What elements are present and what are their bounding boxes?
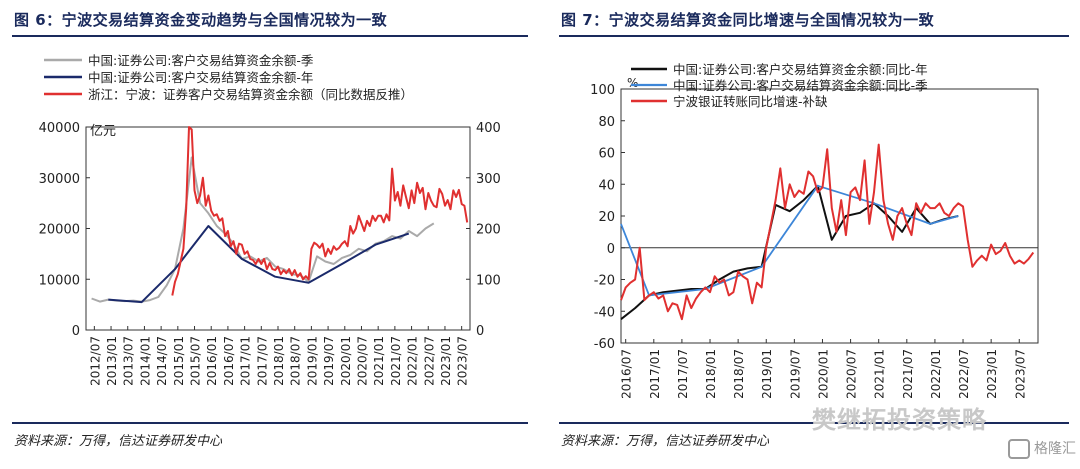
y-axis-unit: % [627,76,638,90]
x-tick-label: 2023/07 [1013,349,1027,399]
figure-6-panel: 图 6：宁波交易结算资金变动趋势与全国情况较为一致 0 10000 20000 300… [12,11,528,449]
title-divider [12,35,528,37]
y-tick-label: 40000 [39,121,80,136]
x-tick-label: 2017/07 [255,336,269,386]
watermark-logo: 格隆汇 [1008,438,1080,464]
x-tick-label: 2014/01 [138,336,152,386]
logo-icon [1008,439,1030,459]
y-tick-label: -20 [594,274,615,289]
legend-label: 宁波银证转账同比增速-补缺 [673,94,828,109]
x-tick-label: 2020/07 [845,349,859,399]
x-tick-label: 2018/01 [272,336,286,386]
figure-7-title: 图 7：宁波交易结算资金同比增速与全国情况较为一致 [561,11,935,29]
figure-7-chart: -60 -40 -20 0 20 40 60 80 100 % 2016/07 2017/01 2017… [590,62,1039,399]
figure-7-source: 资料来源：万得，信达证券研发中心 [561,434,770,449]
y-tick-label: 0 [72,324,80,339]
x-tick-label: 2016/07 [222,336,236,386]
x-tick-label: 2023/07 [456,336,470,386]
x-tick-label: 2022/01 [929,349,943,399]
x-tick-label: 2013/07 [122,336,136,386]
y-axis-unit: 亿元 [90,124,116,139]
x-tick-label: 2021/07 [901,349,915,399]
legend-label: 中国:证券公司:客户交易结算资金余额:同比-季 [673,78,928,93]
x-tick-label: 2022/07 [422,336,436,386]
figure-7-panel: 图 7：宁波交易结算资金同比增速与全国情况较为一致 -60 -40 -20 0 20 40… [547,0,1080,469]
plot-frame [620,88,1039,344]
series-line-2 [620,184,959,297]
y-tick-label: 40 [598,178,615,193]
y-right-tick-label: 400 [476,121,501,136]
series-line-1 [620,184,959,320]
x-tick-label: 2022/01 [406,336,420,386]
y-tick-label: 20000 [39,223,80,238]
y-tick-label: 0 [607,242,615,257]
series-line-1 [91,156,435,303]
legend-label: 中国:证券公司:客户交易结算资金余额:同比-年 [673,62,928,77]
x-tick-label: 2023/01 [985,349,999,399]
y-tick-label: 80 [598,115,615,130]
x-tick-label: 2021/01 [873,349,887,399]
x-tick-label: 2014/07 [155,336,169,386]
x-tick-label: 2020/01 [339,336,353,386]
x-tick-label: 2013/01 [105,336,119,386]
legend-label: 浙江：宁波：证券客户交易结算资金余额（同比数据反推） [88,87,413,102]
y-right-tick-label: 100 [476,273,501,288]
y-tick-label: -60 [594,337,615,352]
x-tick-label: 2020/07 [355,336,369,386]
legend-label: 中国:证券公司:客户交易结算资金余额-季 [88,53,314,68]
y-tick-label: 20 [598,210,615,225]
y-right-tick-label: 300 [476,172,501,187]
legend-label: 中国:证券公司:客户交易结算资金余额-年 [88,70,313,85]
figure-6-source: 资料来源：万得，信达证券研发中心 [14,434,223,449]
x-tick-label: 2019/01 [760,349,774,399]
y-tick-label: 10000 [39,273,80,288]
y-tick-label: -40 [594,305,615,320]
y-tick-label: 30000 [39,172,80,187]
x-tick-label: 2018/01 [704,349,718,399]
x-tick-label: 2018/07 [732,349,746,399]
x-tick-label: 2021/07 [389,336,403,386]
x-tick-label: 2019/07 [322,336,336,386]
x-tick-label: 2018/07 [289,336,303,386]
watermark-text: 樊继拓投资策略 [812,406,987,434]
x-tick-label: 2016/07 [620,349,634,399]
x-tick-label: 2017/01 [648,349,662,399]
x-tick-label: 2019/01 [305,336,319,386]
watermark-logo-text: 格隆汇 [1034,441,1076,457]
figure-6-chart: 0 10000 20000 30000 40000 0 100 200 300 400 亿元 2012… [39,53,501,386]
footer-divider [559,422,1069,424]
footer-divider [12,422,528,424]
x-tick-label: 2017/07 [676,349,690,399]
x-tick-label: 2012/07 [88,336,102,386]
figure-6-title: 图 6：宁波交易结算资金变动趋势与全国情况较为一致 [14,11,388,29]
series-line-3 [620,143,1035,321]
x-tick-label: 2017/01 [239,336,253,386]
y-right-tick-label: 200 [476,223,501,238]
y-right-tick-label: 0 [476,324,484,339]
title-divider [559,35,1069,37]
x-tick-label: 2022/07 [957,349,971,399]
x-tick-label: 2016/01 [205,336,219,386]
x-tick-label: 2015/01 [172,336,186,386]
series-line-2 [108,225,410,304]
x-tick-label: 2021/01 [372,336,386,386]
x-tick-label: 2023/01 [439,336,453,386]
x-tick-label: 2019/07 [788,349,802,399]
y-tick-label: 100 [590,83,615,98]
x-tick-label: 2015/07 [189,336,203,386]
x-tick-label: 2020/01 [816,349,830,399]
series-line-3 [171,126,469,296]
y-tick-label: 60 [598,147,615,162]
